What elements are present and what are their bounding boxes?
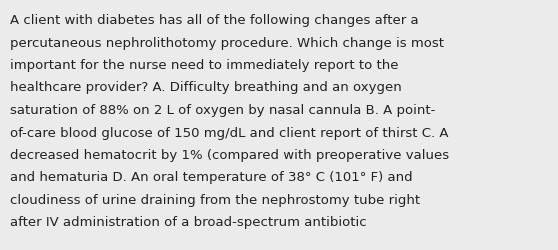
Text: and hematuria D. An oral temperature of 38° C (101° F) and: and hematuria D. An oral temperature of …: [10, 171, 412, 184]
Text: cloudiness of urine draining from the nephrostomy tube right: cloudiness of urine draining from the ne…: [10, 193, 420, 206]
Text: after IV administration of a broad-spectrum antibiotic: after IV administration of a broad-spect…: [10, 216, 367, 228]
Text: A client with diabetes has all of the following changes after a: A client with diabetes has all of the fo…: [10, 14, 418, 27]
Text: decreased hematocrit by 1% (compared with preoperative values: decreased hematocrit by 1% (compared wit…: [10, 148, 449, 161]
Text: healthcare provider? A. Difficulty breathing and an oxygen: healthcare provider? A. Difficulty breat…: [10, 81, 402, 94]
Text: important for the nurse need to immediately report to the: important for the nurse need to immediat…: [10, 59, 398, 72]
Text: saturation of 88% on 2 L of oxygen by nasal cannula B. A point-: saturation of 88% on 2 L of oxygen by na…: [10, 104, 435, 117]
Text: of-care blood glucose of 150 mg/dL and client report of thirst C. A: of-care blood glucose of 150 mg/dL and c…: [10, 126, 449, 139]
Text: percutaneous nephrolithotomy procedure. Which change is most: percutaneous nephrolithotomy procedure. …: [10, 36, 444, 49]
